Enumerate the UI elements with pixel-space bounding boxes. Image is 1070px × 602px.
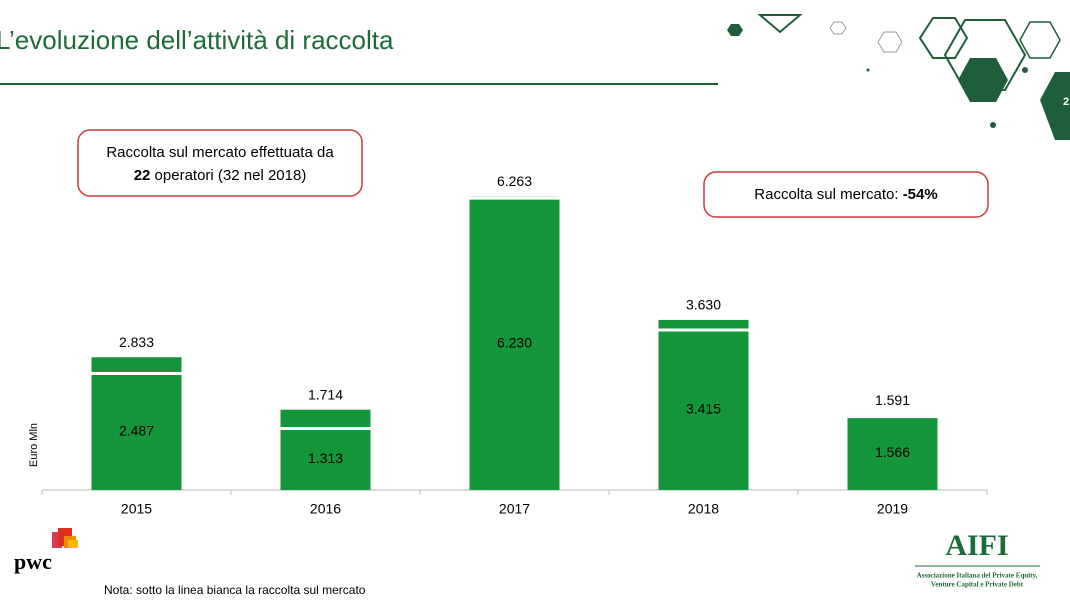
annotation: Raccolta sul mercato effettuata da xyxy=(106,144,334,161)
value-label: 3.630 xyxy=(686,297,721,313)
market-value-label: 1.566 xyxy=(875,444,910,460)
market-value-label: 1.313 xyxy=(308,450,343,466)
y-axis-label: Euro Mln xyxy=(28,423,40,467)
page-number: 2 xyxy=(1063,96,1069,108)
aifi-logo: AIFI xyxy=(945,529,1008,562)
decoration xyxy=(727,14,1070,140)
chart-title: L’evoluzione dell’attività di raccolta xyxy=(0,25,394,55)
bar xyxy=(91,357,182,490)
bar xyxy=(280,409,371,490)
market-value-label: 6.230 xyxy=(497,335,532,351)
aifi-subtitle: Venture Capital e Private Debt xyxy=(931,581,1024,589)
bar xyxy=(847,415,938,490)
annotation-bold: 22 xyxy=(134,167,151,184)
annotation: Raccolta sul mercato: -54% xyxy=(754,186,937,203)
annotation-box xyxy=(77,129,363,197)
market-value-label: 3.415 xyxy=(686,401,721,417)
annotation-box xyxy=(703,171,989,218)
value-label: 1.714 xyxy=(308,386,343,402)
x-tick-label: 2017 xyxy=(499,501,530,517)
aifi-subtitle: Associazione Italiana del Private Equity… xyxy=(917,572,1038,580)
note: Nota: sotto la linea bianca la raccolta … xyxy=(104,583,366,597)
value-label: 6.263 xyxy=(497,173,532,189)
market-value-label: 2.487 xyxy=(119,422,154,438)
x-tick-label: 2015 xyxy=(121,501,152,517)
value-label: 1.591 xyxy=(875,392,910,408)
x-tick-label: 2019 xyxy=(877,501,908,517)
bar xyxy=(469,196,560,491)
bar xyxy=(658,319,749,490)
annotation: operatori (32 nel 2018) xyxy=(155,167,307,184)
pwc-text: pwc xyxy=(14,549,52,574)
annotation: Raccolta sul mercato: xyxy=(754,186,898,203)
x-tick-label: 2016 xyxy=(310,501,341,517)
value-label: 2.833 xyxy=(119,334,154,350)
x-tick-label: 2018 xyxy=(688,501,719,517)
annotation-bold: -54% xyxy=(903,186,938,203)
annotation: 22 operatori (32 nel 2018) xyxy=(134,167,307,184)
pwc-logo: pwc xyxy=(14,528,78,574)
